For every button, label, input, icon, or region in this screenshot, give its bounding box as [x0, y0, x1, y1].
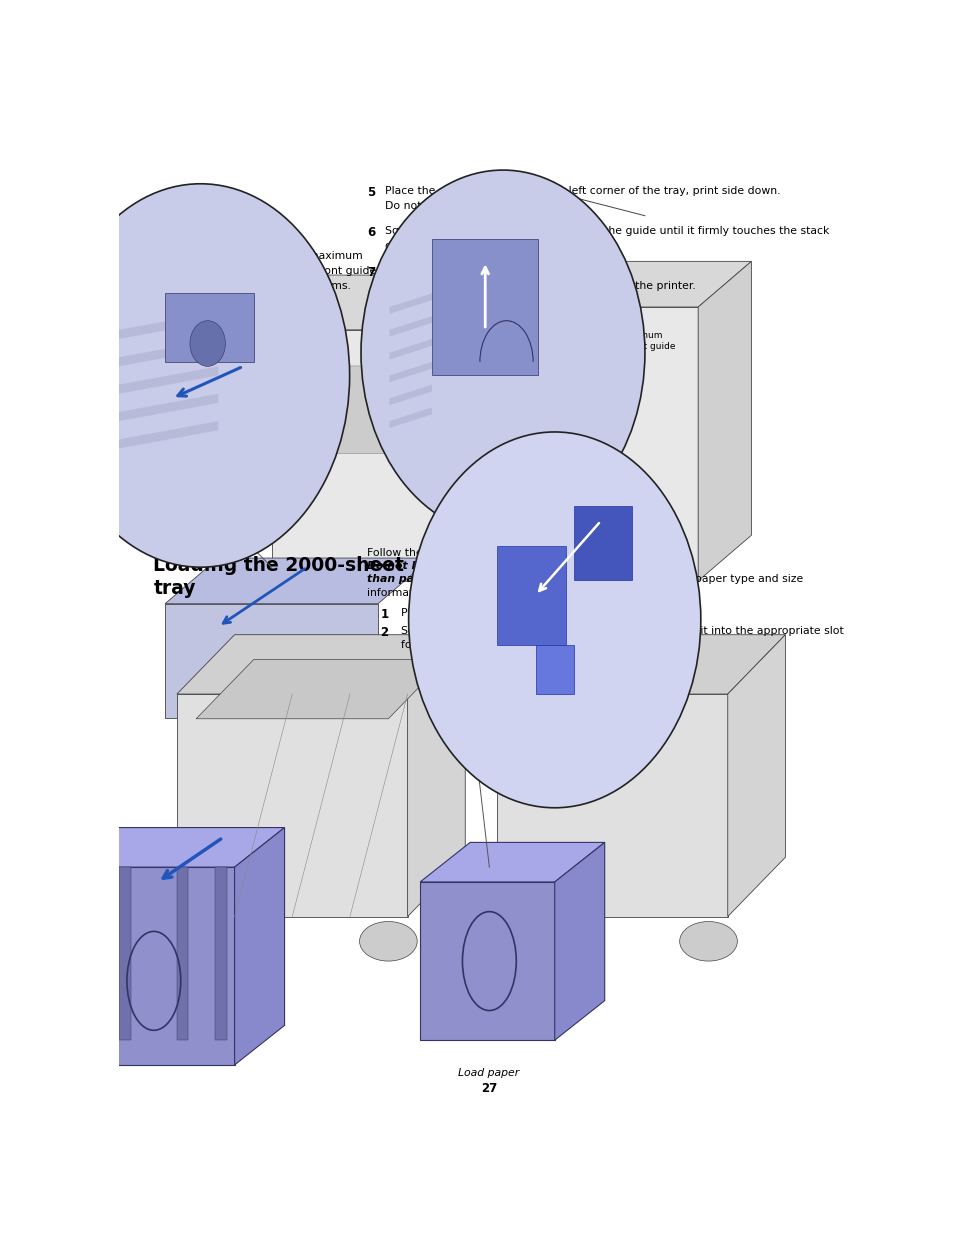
Polygon shape: [389, 316, 432, 337]
Text: Load paper: Load paper: [457, 1068, 519, 1078]
Text: tray: tray: [153, 579, 195, 598]
Text: Note:: Note:: [153, 251, 187, 261]
Polygon shape: [70, 827, 284, 867]
Polygon shape: [234, 827, 284, 1065]
Text: 5: 5: [367, 186, 375, 199]
Polygon shape: [419, 882, 554, 1040]
Polygon shape: [698, 262, 751, 580]
Polygon shape: [94, 338, 218, 370]
FancyBboxPatch shape: [535, 645, 574, 694]
Text: Do not load any print media other: Do not load any print media other: [367, 561, 576, 571]
Text: See the table on page 26 for paper type and size: See the table on page 26 for paper type …: [531, 574, 802, 584]
Polygon shape: [389, 338, 432, 359]
Polygon shape: [432, 238, 537, 375]
Polygon shape: [165, 558, 431, 604]
Text: Maximum
height guide: Maximum height guide: [618, 331, 675, 351]
Ellipse shape: [506, 921, 564, 961]
Polygon shape: [467, 308, 698, 580]
Ellipse shape: [187, 921, 244, 961]
Text: of paper.: of paper.: [385, 241, 434, 252]
Polygon shape: [94, 367, 218, 399]
Text: Loading the 2000-sheet: Loading the 2000-sheet: [153, 556, 404, 576]
Polygon shape: [449, 275, 501, 580]
Polygon shape: [94, 311, 218, 343]
Text: Follow these instructions to load a 2000-sheet tray.: Follow these instructions to load a 2000…: [367, 547, 649, 557]
Polygon shape: [389, 408, 432, 429]
Text: Make sure the tray is pushed completely into the printer.: Make sure the tray is pushed completely …: [385, 282, 696, 291]
Text: 1: 1: [380, 609, 388, 621]
Text: Squeeze the front guide lever and slide the guide until it firmly touches the st: Squeeze the front guide lever and slide …: [385, 226, 829, 236]
Polygon shape: [414, 594, 626, 695]
FancyBboxPatch shape: [497, 546, 566, 645]
Polygon shape: [272, 330, 449, 580]
Text: information.: information.: [367, 588, 433, 598]
Text: 7: 7: [367, 266, 375, 279]
Ellipse shape: [359, 921, 416, 961]
Polygon shape: [414, 548, 679, 594]
Polygon shape: [165, 294, 253, 362]
Polygon shape: [200, 650, 402, 685]
Text: Reinstall the tray.: Reinstall the tray.: [385, 266, 479, 277]
Text: 27: 27: [480, 1082, 497, 1095]
Text: Overfilling the tray may cause jams.: Overfilling the tray may cause jams.: [153, 282, 351, 291]
Polygon shape: [94, 394, 218, 426]
Polygon shape: [497, 635, 784, 694]
Polygon shape: [419, 842, 604, 882]
Polygon shape: [176, 635, 465, 694]
Polygon shape: [196, 659, 446, 719]
Polygon shape: [554, 842, 604, 1040]
Text: Pull open the tray.: Pull open the tray.: [400, 609, 499, 619]
Text: for the size paper you are loading.: for the size paper you are loading.: [400, 640, 589, 650]
Polygon shape: [407, 635, 465, 916]
Polygon shape: [70, 867, 234, 1065]
Polygon shape: [272, 275, 501, 330]
Polygon shape: [497, 694, 727, 916]
Circle shape: [408, 432, 700, 808]
Polygon shape: [727, 635, 784, 916]
Text: Squeeze the side guide lever, lift the guide, and place it into the appropriate : Squeeze the side guide lever, lift the g…: [400, 626, 842, 636]
Text: Do not exceed the maximum: Do not exceed the maximum: [203, 251, 362, 261]
FancyBboxPatch shape: [574, 506, 631, 580]
Polygon shape: [215, 867, 227, 1040]
Polygon shape: [176, 694, 407, 916]
Text: than paper in the 2000-sheet tray.: than paper in the 2000-sheet tray.: [367, 574, 578, 584]
Polygon shape: [467, 262, 751, 308]
Text: stack height indicated on the front guide.: stack height indicated on the front guid…: [153, 266, 379, 277]
Text: Place the paper against the back left corner of the tray, print side down.: Place the paper against the back left co…: [385, 186, 781, 196]
Polygon shape: [389, 294, 432, 314]
Polygon shape: [389, 362, 432, 383]
Polygon shape: [94, 421, 218, 453]
FancyBboxPatch shape: [289, 366, 410, 453]
Text: 2: 2: [380, 626, 388, 638]
Text: Do not load bent or wrinkled paper.: Do not load bent or wrinkled paper.: [385, 201, 578, 211]
Ellipse shape: [679, 921, 737, 961]
Circle shape: [51, 184, 349, 567]
Circle shape: [190, 321, 225, 367]
Polygon shape: [449, 626, 644, 663]
Polygon shape: [176, 867, 189, 1040]
Circle shape: [360, 170, 644, 535]
Polygon shape: [119, 867, 131, 1040]
Text: 6: 6: [367, 226, 375, 240]
Polygon shape: [389, 384, 432, 405]
Polygon shape: [165, 604, 377, 718]
